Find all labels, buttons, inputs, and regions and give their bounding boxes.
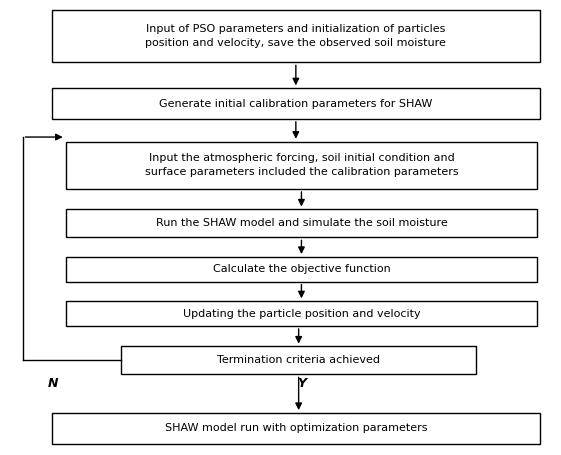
FancyBboxPatch shape — [52, 413, 540, 444]
Text: N: N — [48, 377, 58, 390]
FancyBboxPatch shape — [121, 346, 476, 374]
Text: Generate initial calibration parameters for SHAW: Generate initial calibration parameters … — [159, 99, 433, 109]
Text: Run the SHAW model and simulate the soil moisture: Run the SHAW model and simulate the soil… — [155, 218, 447, 228]
FancyBboxPatch shape — [66, 301, 537, 326]
FancyBboxPatch shape — [66, 257, 537, 282]
FancyBboxPatch shape — [66, 142, 537, 189]
FancyBboxPatch shape — [66, 209, 537, 238]
Text: Termination criteria achieved: Termination criteria achieved — [217, 355, 380, 365]
Text: Y: Y — [297, 377, 306, 390]
FancyBboxPatch shape — [52, 10, 540, 62]
Text: Input the atmospheric forcing, soil initial condition and
surface parameters inc: Input the atmospheric forcing, soil init… — [145, 153, 458, 177]
Text: SHAW model run with optimization parameters: SHAW model run with optimization paramet… — [164, 423, 427, 433]
Text: Calculate the objective function: Calculate the objective function — [213, 264, 390, 274]
Text: Input of PSO parameters and initialization of particles
position and velocity, s: Input of PSO parameters and initializati… — [145, 25, 447, 48]
FancyBboxPatch shape — [52, 88, 540, 119]
Text: Updating the particle position and velocity: Updating the particle position and veloc… — [183, 308, 420, 318]
